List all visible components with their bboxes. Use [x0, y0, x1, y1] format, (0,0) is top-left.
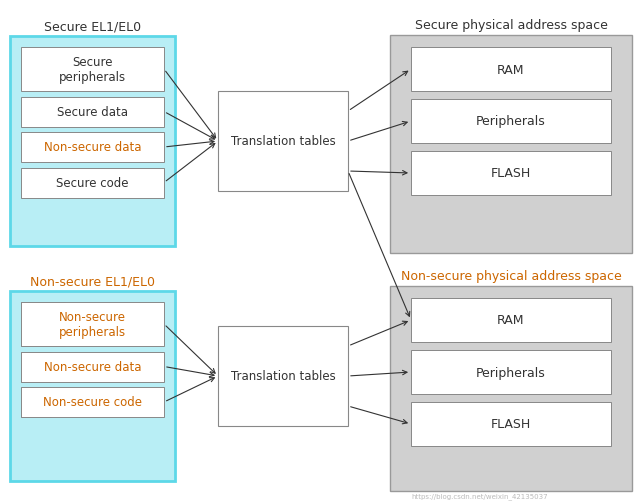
Bar [411, 100, 611, 144]
Bar [21, 352, 51, 382]
Text: FLASH: FLASH [491, 167, 531, 180]
Bar [411, 152, 611, 195]
Bar [390, 287, 632, 491]
Bar [21, 48, 164, 92]
Bar [411, 299, 611, 342]
Bar [21, 97, 164, 127]
Text: Non-secure EL1/EL0: Non-secure EL1/EL0 [30, 275, 155, 288]
Bar [21, 387, 164, 417]
Bar [390, 36, 632, 254]
Text: Non-secure physical address space: Non-secure physical address space [401, 270, 621, 283]
Text: Secure physical address space: Secure physical address space [415, 20, 607, 33]
Bar [411, 350, 611, 394]
Bar [21, 303, 65, 346]
Bar [21, 168, 164, 198]
Text: RAM: RAM [497, 63, 525, 76]
Text: Peripherals: Peripherals [476, 115, 546, 128]
Text: Secure
peripherals: Secure peripherals [59, 56, 126, 84]
Bar [218, 326, 348, 426]
Text: Secure EL1/EL0: Secure EL1/EL0 [44, 21, 141, 34]
Text: Non-secure data: Non-secure data [44, 141, 141, 154]
Text: Secure code: Secure code [56, 177, 129, 189]
Bar [21, 387, 51, 417]
Text: Non-secure code: Non-secure code [43, 396, 142, 409]
Bar [218, 92, 348, 191]
Bar [21, 303, 164, 346]
Bar [411, 48, 611, 92]
Text: https://blog.csdn.net/weixin_42135037: https://blog.csdn.net/weixin_42135037 [412, 492, 548, 499]
Bar [21, 352, 164, 382]
Text: Translation tables: Translation tables [231, 370, 336, 383]
Bar [21, 133, 164, 163]
Text: Non-secure
peripherals: Non-secure peripherals [59, 311, 126, 338]
Text: FLASH: FLASH [491, 418, 531, 431]
Bar [10, 292, 175, 481]
Text: Peripherals: Peripherals [476, 366, 546, 379]
Text: Translation tables: Translation tables [231, 135, 336, 148]
Text: Non-secure data: Non-secure data [44, 360, 141, 373]
Text: RAM: RAM [497, 314, 525, 327]
Text: Secure data: Secure data [57, 106, 128, 119]
Bar [10, 37, 175, 246]
Bar [411, 402, 611, 446]
